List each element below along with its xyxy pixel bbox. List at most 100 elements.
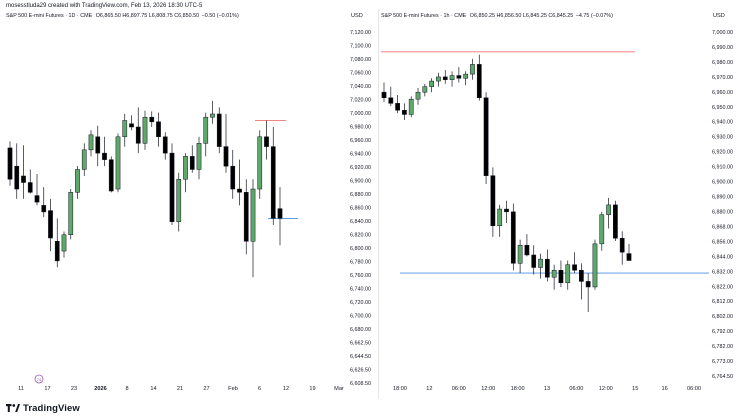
hourly-candle-body <box>415 91 421 100</box>
hourly-candle-body <box>429 80 434 87</box>
daily-candle-body <box>169 152 175 222</box>
daily-candle-body <box>27 182 33 193</box>
hourly-y-tick-label: 6,930.00 <box>712 135 733 141</box>
tradingview-logo-icon <box>6 404 20 412</box>
hourly-y-tick-label: 6,868.00 <box>712 224 733 230</box>
hourly-y-tick-label: 7,000.00 <box>712 30 733 36</box>
daily-candle-body <box>223 146 229 167</box>
hourly-x-tick-label: 12:00 <box>599 386 613 392</box>
daily-candle-body <box>210 113 215 118</box>
daily-y-tick-label: 6,820.00 <box>350 233 371 239</box>
daily-candle-body <box>162 136 168 154</box>
hourly-candle-body <box>497 208 503 227</box>
hourly-y-tick-label: 6,990.00 <box>712 45 733 51</box>
hourly-candle-body <box>422 86 428 93</box>
hourly-y-tick-label: 6,970.00 <box>712 75 733 81</box>
daily-x-tick-label: 23 <box>71 386 77 392</box>
hourly-candle-body <box>606 204 611 215</box>
hourly-candle-body <box>551 270 557 278</box>
hourly-candle-body <box>483 97 489 176</box>
hourly-candle-body <box>565 264 571 284</box>
daily-change: −0.50 (−0.01%) <box>201 13 239 19</box>
hourly-y-tick-label: 6,900.00 <box>712 180 733 186</box>
hourly-candle-body <box>442 76 448 80</box>
daily-symbol: S&P 500 E-mini Futures · 1D · CME <box>6 13 93 19</box>
hourly-candle-body <box>558 270 564 284</box>
daily-candle-body <box>48 210 53 239</box>
daily-x-tick-label: 21 <box>177 386 183 392</box>
daily-y-tick-label: 6,608.50 <box>350 381 371 387</box>
hourly-candle-body <box>476 64 482 99</box>
hourly-symbol: S&P 500 E-mini Futures · 1h · CME <box>381 13 467 19</box>
daily-legend: S&P 500 E-mini Futures · 1D · CME O6,865… <box>6 13 239 19</box>
daily-y-tick-label: 6,680.00 <box>350 327 371 333</box>
daily-candle-body <box>54 241 60 262</box>
hourly-y-tick-label: 6,764.50 <box>712 374 733 380</box>
daily-candle-body <box>243 192 249 242</box>
daily-candlestick-chart[interactable]: 7,120.00 7,100.00 7,080.00 7,060.00 7,040.00… <box>0 9 378 399</box>
hourly-x-tick-label: 12 <box>426 386 432 392</box>
daily-candle-body <box>176 178 182 222</box>
daily-y-tick-label: 7,020.00 <box>350 98 371 104</box>
daily-candle-body <box>135 126 141 144</box>
hourly-change: −4.75 (−0.07%) <box>575 13 613 19</box>
daily-candle-body <box>68 192 74 236</box>
hourly-y-tick-label: 6,880.00 <box>712 209 733 215</box>
hourly-y-tick-label: 6,890.00 <box>712 195 733 201</box>
daily-x-tick-label: 19 <box>309 386 315 392</box>
daily-x-tick-label: 8 <box>125 386 128 392</box>
daily-chart-panel[interactable]: 7,120.00 7,100.00 7,080.00 7,060.00 7,040.00… <box>0 9 378 399</box>
event-marker-label: 74 <box>37 377 42 382</box>
daily-y-tick-label: 6,860.00 <box>350 206 371 212</box>
daily-candle-body <box>277 208 283 219</box>
hourly-candle-body <box>449 75 455 80</box>
daily-currency-label: USD <box>351 13 363 19</box>
daily-y-tick-label: 6,740.00 <box>350 287 371 293</box>
hourly-candle-body <box>599 214 605 245</box>
daily-candle-body <box>216 113 222 147</box>
hourly-candle-body <box>470 64 475 75</box>
daily-y-tick-label: 7,060.00 <box>350 71 371 77</box>
hourly-y-tick-label: 6,960.00 <box>712 90 733 96</box>
hourly-y-tick-label: 6,773.00 <box>712 359 733 365</box>
daily-candle-body <box>7 147 13 180</box>
hourly-y-tick-label: 6,910.00 <box>712 165 733 171</box>
daily-x-tick-label: 17 <box>44 386 50 392</box>
hourly-x-tick-label: 16 <box>661 386 667 392</box>
daily-x-tick-label: 2026 <box>94 386 106 392</box>
hourly-y-tick-label: 6,832.00 <box>712 269 733 275</box>
hourly-candle-body <box>456 75 462 79</box>
daily-y-tick-label: 7,080.00 <box>350 57 371 63</box>
daily-candle-body <box>129 123 134 128</box>
hourly-x-tick-label: 06:00 <box>687 386 701 392</box>
daily-y-tick-label: 6,760.00 <box>350 273 371 279</box>
hourly-candle-body <box>592 243 598 288</box>
hourly-y-tick-label: 6,782.00 <box>712 344 733 350</box>
daily-candle-body <box>88 134 94 151</box>
daily-x-tick-label: 6 <box>258 386 261 392</box>
hourly-chart-panel[interactable]: 7,000.00 6,990.00 6,980.00 6,970.00 6,960.00… <box>378 9 740 399</box>
daily-candle-body <box>149 116 155 123</box>
hourly-candle-body <box>531 254 537 268</box>
hourly-x-tick-label: 18:00 <box>393 386 407 392</box>
hourly-y-tick-label: 6,792.00 <box>712 329 733 335</box>
daily-x-tick-label: Feb <box>228 386 238 392</box>
hourly-y-tick-label: 6,920.00 <box>712 150 733 156</box>
daily-candle-body <box>270 146 276 219</box>
daily-y-tick-label: 6,720.00 <box>350 300 371 306</box>
daily-candle-body <box>156 121 161 138</box>
hourly-x-tick-label: 06:00 <box>452 386 466 392</box>
daily-y-tick-label: 6,700.00 <box>350 314 371 320</box>
hourly-x-tick-label: 18:00 <box>511 386 525 392</box>
hourly-candle-body <box>585 281 591 288</box>
hourly-candlestick-chart[interactable]: 7,000.00 6,990.00 6,980.00 6,970.00 6,960.00… <box>379 9 740 399</box>
hourly-x-tick-label: 12:00 <box>481 386 495 392</box>
daily-ohlc-values: O6,865.50 H6,897.75 L6,808.75 C6,850.50 <box>95 13 200 19</box>
hourly-candle-body <box>579 270 584 282</box>
daily-y-tick-label: 6,920.00 <box>350 165 371 171</box>
event-marker-icon <box>34 374 44 384</box>
tradingview-logo[interactable]: TradingView <box>6 403 80 414</box>
daily-x-tick-label: 11 <box>18 386 24 392</box>
daily-candle-body <box>196 143 202 170</box>
daily-candle-body <box>189 156 195 170</box>
